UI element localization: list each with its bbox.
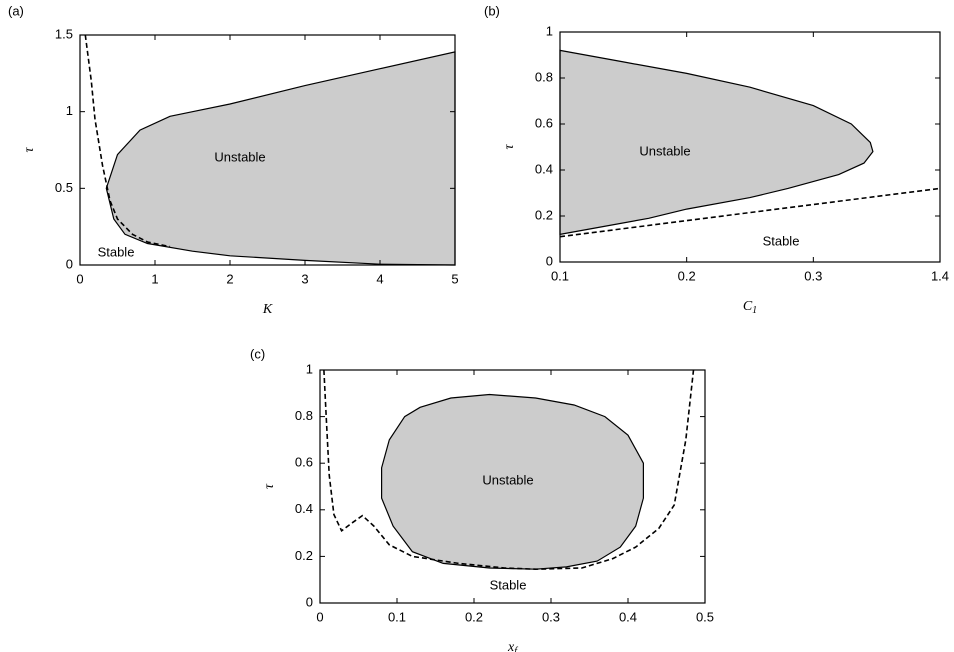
- y-tick-label: 0: [546, 253, 553, 268]
- x-axis-label: C1: [743, 299, 757, 316]
- unstable-region: [559, 49, 874, 236]
- x-tick-label: 1: [151, 271, 158, 286]
- x-tick-label: 0.1: [551, 268, 569, 283]
- region-label: Unstable: [639, 143, 690, 158]
- x-axis-label: K: [262, 302, 273, 317]
- y-tick-label: 0.4: [535, 161, 553, 176]
- region-label: Stable: [490, 577, 527, 592]
- stability-boundary: [323, 369, 695, 571]
- region-label: Stable: [98, 244, 135, 259]
- x-axis-label: xf: [507, 640, 518, 652]
- y-tick-label: 0.2: [535, 207, 553, 222]
- y-tick-label: 1: [306, 361, 313, 376]
- x-tick-label: 0.2: [678, 268, 696, 283]
- region-label: Unstable: [482, 472, 533, 487]
- y-axis-label: τ: [262, 483, 277, 489]
- y-tick-label: 1.5: [55, 26, 73, 41]
- x-tick-label: 0: [76, 271, 83, 286]
- y-tick-label: 1: [66, 103, 73, 118]
- region-label: Unstable: [214, 149, 265, 164]
- y-tick-label: 0.4: [295, 501, 313, 516]
- x-label-base: x: [507, 640, 515, 652]
- x-label-base: C: [743, 299, 753, 314]
- y-axis-label: τ: [22, 147, 37, 153]
- panel-label: (c): [250, 346, 265, 361]
- x-tick-label: 1.4: [931, 268, 949, 283]
- y-tick-label: 0: [66, 256, 73, 271]
- x-tick-label: 5: [451, 271, 458, 286]
- y-tick-label: 1: [546, 23, 553, 38]
- x-tick-label: 2: [226, 271, 233, 286]
- x-tick-label: 0.2: [465, 609, 483, 624]
- x-label-sub: 1: [752, 305, 757, 316]
- y-tick-label: 0.5: [55, 180, 73, 195]
- x-label-sub: f: [514, 646, 518, 652]
- panel-label: (a): [8, 3, 24, 18]
- y-tick-label: 0.8: [535, 69, 553, 84]
- plot-frame: [559, 31, 941, 263]
- y-tick-label: 0.2: [295, 548, 313, 563]
- x-tick-label: 0.4: [619, 609, 637, 624]
- y-axis-label: τ: [502, 144, 517, 150]
- y-tick-label: 0: [306, 594, 313, 609]
- x-tick-label: 0.3: [804, 268, 822, 283]
- y-tick-label: 0.6: [295, 455, 313, 470]
- x-label-base: K: [262, 302, 273, 317]
- stability-boundary: [84, 34, 171, 248]
- x-tick-label: 0.1: [388, 609, 406, 624]
- x-tick-label: 0: [316, 609, 323, 624]
- plot-frame: [79, 34, 456, 266]
- x-tick-label: 0.5: [696, 609, 714, 624]
- x-tick-label: 4: [376, 271, 383, 286]
- unstable-region: [105, 51, 456, 266]
- y-tick-label: 0.6: [535, 115, 553, 130]
- y-tick-label: 0.8: [295, 408, 313, 423]
- panel-label: (b): [484, 3, 500, 18]
- x-tick-label: 3: [301, 271, 308, 286]
- plot-frame: [319, 369, 706, 604]
- region-label: Stable: [763, 233, 800, 248]
- x-tick-label: 0.3: [542, 609, 560, 624]
